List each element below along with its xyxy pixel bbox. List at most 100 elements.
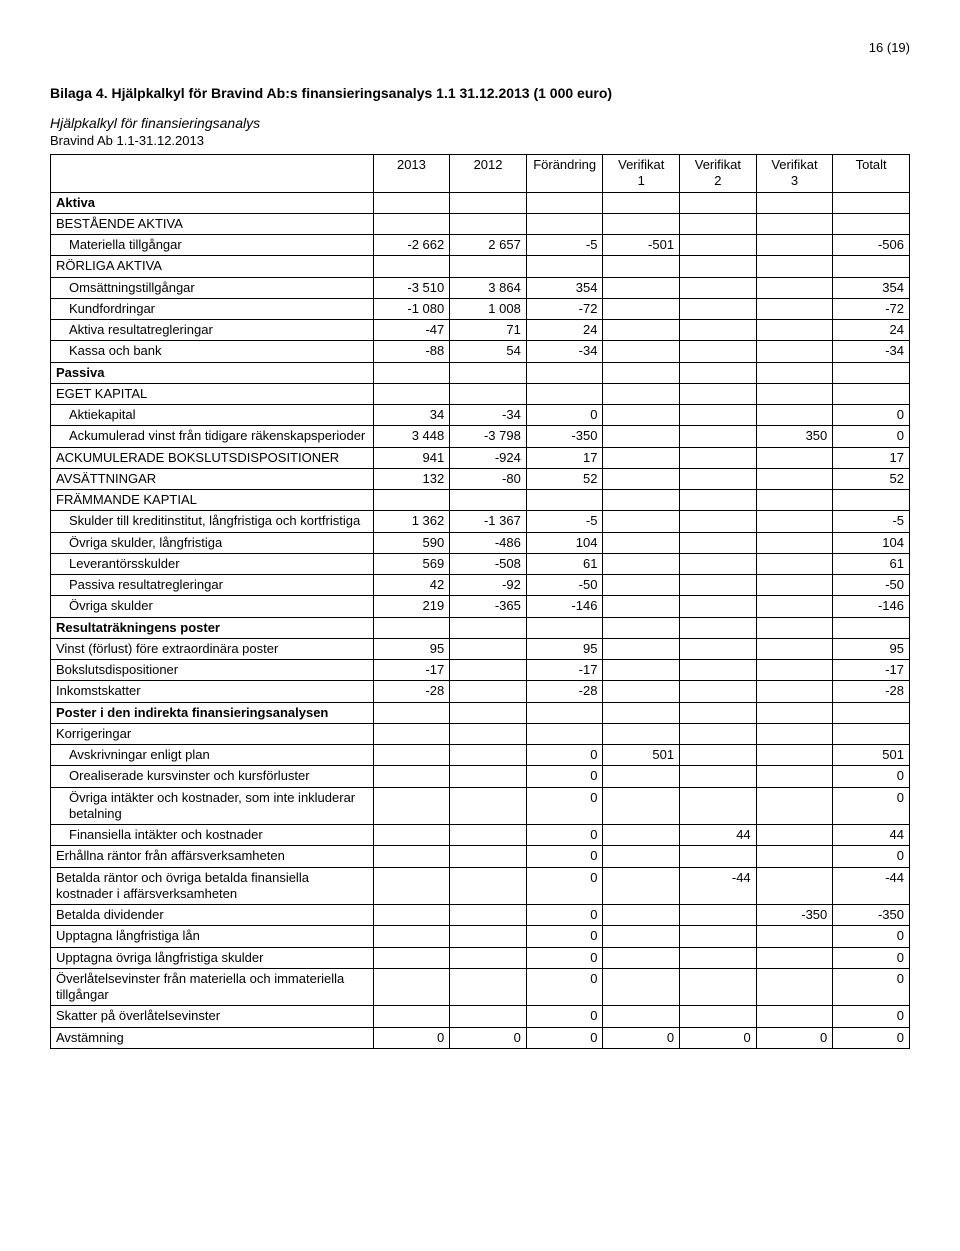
table-row: Finansiella intäkter och kostnader04444 xyxy=(51,825,910,846)
cell: 0 xyxy=(833,426,910,447)
cell: 2 657 xyxy=(450,235,527,256)
cell xyxy=(680,702,757,723)
cell: -47 xyxy=(373,320,450,341)
cell xyxy=(603,575,680,596)
cell xyxy=(680,681,757,702)
cell: -3 798 xyxy=(450,426,527,447)
cell xyxy=(450,947,527,968)
row-label: Övriga skulder, långfristiga xyxy=(51,532,374,553)
cell xyxy=(756,617,833,638)
cell xyxy=(756,298,833,319)
row-label: Passiva xyxy=(51,362,374,383)
cell xyxy=(603,787,680,825)
table-row: Skatter på överlåtelsevinster00 xyxy=(51,1006,910,1027)
cell xyxy=(450,660,527,681)
cell: 0 xyxy=(526,947,603,968)
table-row: Ackumulerad vinst från tidigare räkenska… xyxy=(51,426,910,447)
cell: -28 xyxy=(833,681,910,702)
cell: 3 864 xyxy=(450,277,527,298)
cell xyxy=(756,235,833,256)
cell xyxy=(680,787,757,825)
column-header: 2013 xyxy=(373,155,450,193)
cell xyxy=(680,235,757,256)
cell xyxy=(833,383,910,404)
cell: 71 xyxy=(450,320,527,341)
cell: -146 xyxy=(833,596,910,617)
cell xyxy=(373,702,450,723)
row-label: FRÄMMANDE KAPTIAL xyxy=(51,490,374,511)
cell xyxy=(680,341,757,362)
row-label: Betalda räntor och övriga betalda finans… xyxy=(51,867,374,905)
cell xyxy=(526,702,603,723)
cell: 0 xyxy=(526,745,603,766)
cell: 0 xyxy=(526,825,603,846)
cell xyxy=(450,256,527,277)
cell: -365 xyxy=(450,596,527,617)
cell xyxy=(756,787,833,825)
cell: 501 xyxy=(603,745,680,766)
cell xyxy=(603,277,680,298)
column-header: Totalt xyxy=(833,155,910,193)
cell xyxy=(833,617,910,638)
cell: 24 xyxy=(526,320,603,341)
cell: 1 008 xyxy=(450,298,527,319)
cell: 24 xyxy=(833,320,910,341)
cell xyxy=(450,766,527,787)
cell xyxy=(373,905,450,926)
cell xyxy=(373,213,450,234)
cell: 0 xyxy=(526,787,603,825)
row-label: Skatter på överlåtelsevinster xyxy=(51,1006,374,1027)
cell xyxy=(756,468,833,489)
cell xyxy=(756,553,833,574)
cell xyxy=(450,192,527,213)
row-label: Betalda dividender xyxy=(51,905,374,926)
cell: 0 xyxy=(526,766,603,787)
row-label: Övriga skulder xyxy=(51,596,374,617)
cell xyxy=(373,947,450,968)
cell xyxy=(373,867,450,905)
cell xyxy=(450,846,527,867)
row-label: Avskrivningar enligt plan xyxy=(51,745,374,766)
cell xyxy=(680,426,757,447)
cell xyxy=(373,192,450,213)
cell xyxy=(373,1006,450,1027)
cell: 61 xyxy=(526,553,603,574)
row-label: Aktiekapital xyxy=(51,405,374,426)
cell: -50 xyxy=(526,575,603,596)
cell xyxy=(373,383,450,404)
table-row: Upptagna övriga långfristiga skulder00 xyxy=(51,947,910,968)
cell xyxy=(603,532,680,553)
cell: 3 448 xyxy=(373,426,450,447)
cell xyxy=(756,867,833,905)
cell: 54 xyxy=(450,341,527,362)
row-label: Aktiva xyxy=(51,192,374,213)
cell: 0 xyxy=(833,787,910,825)
cell: 0 xyxy=(833,1006,910,1027)
cell xyxy=(756,1006,833,1027)
column-header: Verifikat3 xyxy=(756,155,833,193)
cell xyxy=(603,867,680,905)
cell xyxy=(373,617,450,638)
cell xyxy=(373,723,450,744)
cell: -924 xyxy=(450,447,527,468)
cell xyxy=(680,277,757,298)
cell xyxy=(680,256,757,277)
cell xyxy=(450,867,527,905)
cell: 350 xyxy=(756,426,833,447)
row-label: Avstämning xyxy=(51,1027,374,1048)
cell: -508 xyxy=(450,553,527,574)
cell xyxy=(756,213,833,234)
cell: 0 xyxy=(450,1027,527,1048)
cell: -50 xyxy=(833,575,910,596)
cell: 52 xyxy=(833,468,910,489)
cell xyxy=(833,362,910,383)
table-row: Poster i den indirekta finansieringsanal… xyxy=(51,702,910,723)
table-row: Aktiekapital34-3400 xyxy=(51,405,910,426)
page-title: Bilaga 4. Hjälpkalkyl för Bravind Ab:s f… xyxy=(50,85,910,101)
cell xyxy=(603,320,680,341)
cell xyxy=(680,213,757,234)
cell xyxy=(603,362,680,383)
table-row: Överlåtelsevinster från materiella och i… xyxy=(51,968,910,1006)
cell: -80 xyxy=(450,468,527,489)
row-label: EGET KAPITAL xyxy=(51,383,374,404)
